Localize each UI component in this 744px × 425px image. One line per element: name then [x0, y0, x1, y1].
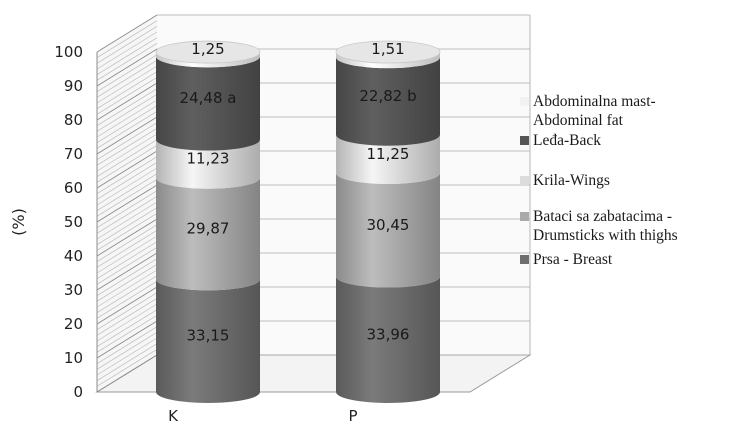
- bar-segment: [336, 276, 440, 403]
- bar-segment: [156, 56, 260, 151]
- data-label: 29,87: [187, 220, 230, 238]
- cylinder-P: 33,96 30,45 11,25 22,82 b 1,51: [335, 40, 441, 403]
- data-label: 22,82 b: [359, 87, 416, 105]
- y-tick-label: 0: [73, 383, 83, 401]
- bar-segment: [336, 52, 440, 69]
- data-label: 11,23: [187, 150, 230, 168]
- legend-swatch: [520, 97, 529, 106]
- legend-label: Leđa-Back: [533, 132, 601, 149]
- y-axis: 0 10 20 30 40 50 60 70 80 90 100: [54, 43, 83, 401]
- bar-segment: [156, 52, 260, 68]
- y-tick-label: 70: [64, 145, 83, 163]
- y-tick-label: 30: [64, 281, 83, 299]
- legend-swatch: [520, 212, 529, 221]
- data-label: 24,48 a: [180, 89, 237, 107]
- y-tick-label: 40: [64, 247, 83, 265]
- x-tick-label: P: [348, 407, 357, 425]
- y-tick-label: 60: [64, 179, 83, 197]
- y-tick-label: 20: [64, 315, 83, 333]
- data-label: 33,96: [367, 325, 410, 343]
- legend: Abdominalna mast- Abdominal fat Leđa-Back K…: [520, 93, 678, 268]
- legend-swatch: [520, 176, 529, 185]
- data-label: 1,51: [371, 40, 404, 58]
- y-tick-label: 100: [54, 43, 83, 61]
- x-tick-label: K: [168, 407, 179, 425]
- bar-segment: [156, 139, 260, 189]
- cylinder-K: 33,15 29,87 11,23 24,48 a 1,25: [155, 40, 261, 403]
- legend-swatch: [520, 136, 529, 145]
- data-label: 30,45: [367, 216, 410, 234]
- legend-label: Prsa - Breast: [533, 251, 613, 268]
- y-axis-label: (%): [9, 208, 28, 236]
- y-tick-label: 80: [64, 111, 83, 129]
- bar-segment: [156, 177, 260, 291]
- data-label: 1,25: [191, 40, 224, 58]
- legend-label: Drumsticks with thighs: [533, 227, 678, 244]
- cylinders: 33,15 29,87 11,23 24,48 a 1,25 33,96 30,45 11,2…: [155, 40, 441, 403]
- bar-segment: [336, 173, 440, 288]
- bar-segment: [156, 279, 260, 403]
- y-tick-label: 50: [64, 213, 83, 231]
- legend-label: Krila-Wings: [533, 172, 610, 189]
- bar-segment: [336, 134, 440, 184]
- cylinder-top: [155, 40, 261, 64]
- data-label: 11,25: [367, 145, 410, 163]
- data-label: 33,15: [187, 327, 230, 345]
- y-tick-label: 10: [64, 349, 83, 367]
- legend-label: Bataci sa zabatacima -: [533, 208, 672, 225]
- legend-swatch: [520, 255, 529, 264]
- bar-segment: [336, 57, 440, 146]
- legend-label: Abdominal fat: [533, 112, 624, 129]
- y-tick-label: 90: [64, 77, 83, 95]
- cylinder-top: [335, 40, 441, 64]
- legend-label: Abdominalna mast-: [533, 93, 656, 110]
